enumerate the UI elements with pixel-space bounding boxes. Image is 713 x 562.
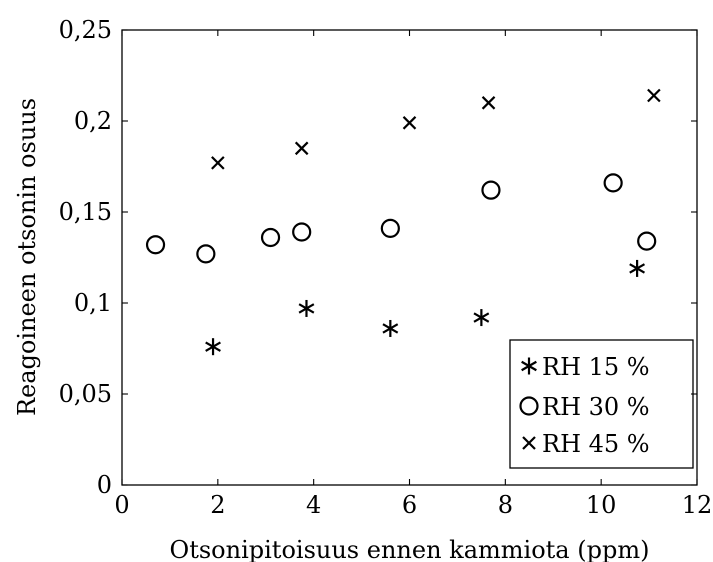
data-point-series-3	[211, 156, 225, 170]
data-point-series-2	[380, 218, 400, 238]
data-point-series-3	[294, 141, 309, 156]
legend-marker-2	[519, 396, 539, 416]
data-point-series-2	[260, 227, 281, 248]
legend-items: RH 15 % RH 30 % RH 45 %	[519, 353, 650, 458]
legend: RH 15 % RH 30 % RH 45 %	[509, 339, 694, 469]
y-axis-title: Reagoineen otsonin osuus	[13, 98, 41, 416]
data-point-series-2	[196, 244, 216, 264]
data-point-series-3	[402, 116, 417, 130]
x-tick-label: 6	[402, 491, 417, 519]
y-tick-label: 0,1	[74, 289, 112, 317]
axis-ticks	[121, 29, 698, 486]
data-point-series-3	[481, 96, 496, 110]
x-tick-label: 8	[498, 491, 513, 519]
data-point-series-1	[298, 299, 315, 317]
data-points	[145, 88, 661, 356]
data-point-series-1	[629, 259, 646, 277]
legend-label-2: RH 30 %	[542, 393, 650, 421]
legend-label-3: RH 45 %	[542, 430, 650, 458]
x-axis-title: Otsonipitoisuus ennen kammiota (ppm)	[170, 536, 650, 562]
y-tick-label: 0	[97, 471, 112, 499]
data-point-series-3	[647, 88, 661, 103]
data-point-series-1	[382, 319, 399, 337]
y-tick-label: 0,2	[74, 107, 112, 135]
y-tick-label: 0,15	[59, 198, 112, 226]
x-tick-label: 10	[586, 491, 617, 519]
legend-marker-1	[521, 357, 537, 375]
y-tick-label: 0,05	[59, 380, 112, 408]
tick-labels: 0 2 4 6 8 10 12 0 0,05 0,1 0,15 0,2 0,25	[59, 16, 713, 519]
legend-marker-3	[522, 436, 536, 450]
data-point-series-2	[145, 235, 166, 255]
data-point-series-1	[473, 309, 490, 327]
legend-label-1: RH 15 %	[542, 353, 650, 381]
data-point-series-2	[603, 173, 623, 193]
x-tick-label: 0	[114, 491, 129, 519]
y-tick-label: 0,25	[59, 16, 112, 44]
x-tick-label: 12	[682, 491, 713, 519]
legend-box	[509, 339, 694, 469]
x-tick-label: 2	[210, 491, 225, 519]
data-point-series-2	[637, 231, 657, 251]
data-point-series-2	[292, 222, 312, 242]
x-tick-label: 4	[306, 491, 321, 519]
data-point-series-1	[205, 338, 221, 356]
data-point-series-2	[481, 180, 501, 200]
